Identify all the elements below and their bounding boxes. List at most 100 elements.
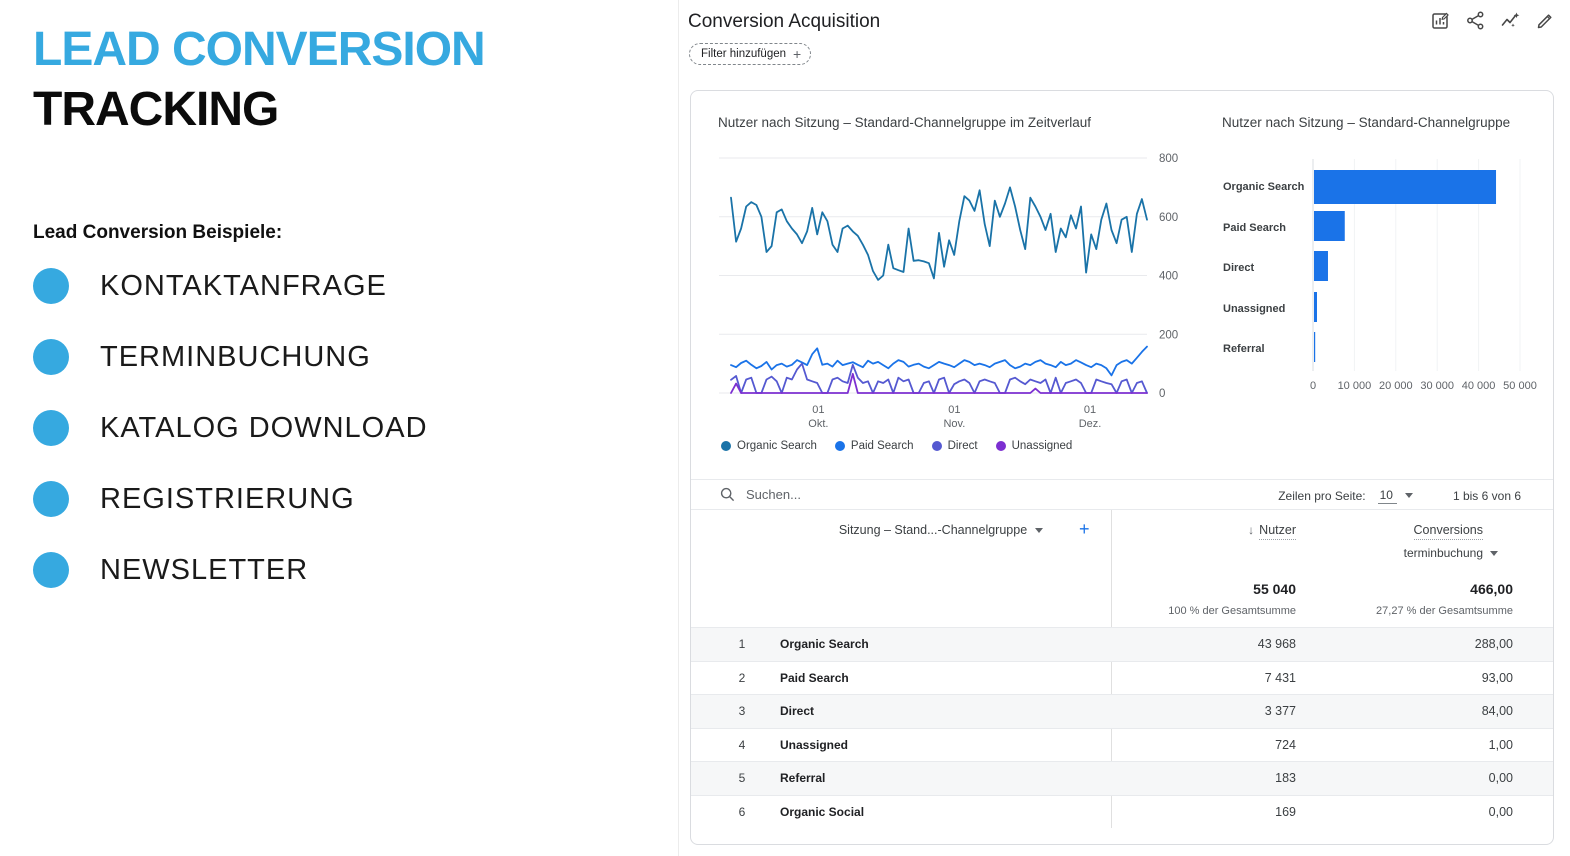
svg-text:Referral: Referral — [1223, 343, 1265, 355]
rows-per-page-select[interactable]: 10 — [1377, 488, 1397, 504]
svg-text:400: 400 — [1159, 271, 1178, 283]
legend-dot-icon — [834, 441, 845, 451]
table-row[interactable]: 1 Organic Search 43 968 288,00 — [691, 627, 1553, 661]
conversions-column-header[interactable]: Conversions — [1413, 523, 1483, 540]
svg-text:Paid Search: Paid Search — [1223, 222, 1286, 234]
row-channel: Organic Social — [780, 804, 865, 819]
list-item: REGISTRIERUNG — [33, 481, 428, 517]
svg-text:Unassigned: Unassigned — [1223, 303, 1285, 315]
svg-text:200: 200 — [1159, 329, 1178, 341]
table-row[interactable]: 4 Unassigned 724 1,00 — [691, 727, 1553, 762]
add-filter-label: Filter hinzufügen — [701, 48, 787, 60]
table-row[interactable]: 5 Referral 183 0,00 — [691, 761, 1553, 795]
svg-text:40 000: 40 000 — [1462, 380, 1496, 392]
row-nutzer: 183 — [1275, 771, 1296, 785]
svg-text:50 000: 50 000 — [1503, 380, 1537, 392]
row-nutzer: 724 — [1275, 737, 1296, 752]
share-icon[interactable] — [1465, 10, 1486, 31]
conversions-total-pct: 27,27 % der Gesamtsumme — [1376, 605, 1513, 617]
chevron-down-icon — [1035, 527, 1044, 533]
svg-text:0: 0 — [1159, 388, 1165, 400]
svg-text:800: 800 — [1159, 153, 1178, 165]
bar-chart[interactable]: 0 10 000 20 000 30 000 40 000 50 000 Organic S… — [1211, 131, 1554, 401]
svg-text:01: 01 — [1084, 404, 1096, 416]
rows-per-page-label: Zeilen pro Seite: — [1278, 488, 1366, 503]
legend-label: Direct — [947, 440, 978, 452]
bullet-dot-icon — [33, 268, 69, 304]
nutzer-column-header[interactable]: ↓ Nutzer — [1248, 523, 1296, 540]
chevron-down-icon[interactable] — [1404, 493, 1413, 498]
svg-text:10 000: 10 000 — [1338, 380, 1372, 392]
page-title-line1: LEAD CONVERSION — [33, 23, 486, 76]
list-item: KONTAKTANFRAGE — [33, 268, 428, 304]
svg-text:01: 01 — [948, 404, 960, 416]
list-item: TERMINBUCHUNG — [33, 339, 428, 375]
add-filter-chip[interactable]: Filter hinzufügen + — [689, 43, 812, 65]
bullet-dot-icon — [33, 410, 69, 446]
svg-text:Okt.: Okt. — [808, 418, 828, 430]
dimension-header[interactable]: Sitzung – Stand...-Channelgruppe — [791, 523, 1091, 537]
row-channel: Organic Search — [780, 637, 869, 651]
list-item: NEWSLETTER — [33, 552, 428, 588]
line-chart-title: Nutzer nach Sitzung – Standard-Channelgr… — [718, 115, 1091, 130]
ga4-report-panel: Conversion Acquisition Filter hinzufügen — [679, 0, 1570, 856]
svg-text:Direct: Direct — [1223, 262, 1255, 274]
bar-referral — [1314, 332, 1316, 362]
legend-item[interactable]: Unassigned — [995, 440, 1073, 452]
pagination-range: 1 bis 6 von 6 — [1452, 488, 1521, 503]
svg-text:600: 600 — [1159, 212, 1178, 224]
legend-dot-icon — [995, 441, 1006, 451]
svg-text:Dez.: Dez. — [1079, 418, 1102, 430]
edit-icon[interactable] — [1535, 10, 1556, 31]
pagination-controls: Zeilen pro Seite: 10 1 bis 6 von 6 — [1278, 480, 1521, 511]
sort-descending-icon: ↓ — [1248, 523, 1255, 537]
legend-item[interactable]: Organic Search — [721, 440, 817, 452]
table-row[interactable]: 2 Paid Search 7 431 93,00 — [691, 660, 1553, 695]
list-item: KATALOG DOWNLOAD — [33, 410, 428, 446]
search-icon — [720, 487, 735, 502]
report-chart-icon[interactable] — [1430, 10, 1451, 31]
row-index: 2 — [738, 670, 746, 685]
list-item-label: NEWSLETTER — [100, 553, 309, 586]
examples-subtitle: Lead Conversion Beispiele: — [33, 222, 283, 243]
insights-icon[interactable] — [1500, 10, 1521, 31]
row-conversions: 84,00 — [1481, 704, 1513, 718]
bullet-dot-icon — [33, 481, 69, 517]
row-channel: Paid Search — [780, 670, 849, 685]
chevron-down-icon — [1490, 550, 1498, 556]
legend-label: Unassigned — [1011, 440, 1073, 452]
table-search-row: Zeilen pro Seite: 10 1 bis 6 von 6 — [691, 479, 1553, 510]
legend-item[interactable]: Direct — [931, 440, 978, 452]
row-nutzer: 3 377 — [1264, 704, 1296, 718]
row-index: 6 — [738, 804, 746, 819]
search-input[interactable] — [746, 487, 946, 502]
legend-dot-icon — [721, 441, 731, 451]
report-toolbar — [1430, 10, 1556, 31]
nutzer-total-pct: 100 % der Gesamtsumme — [1168, 605, 1296, 617]
table-row[interactable]: 3 Direct 3 377 84,00 — [691, 694, 1553, 728]
add-dimension-button[interactable]: + — [1079, 519, 1090, 539]
bullet-dot-icon — [33, 552, 69, 588]
row-conversions: 1,00 — [1488, 737, 1513, 752]
page-title: LEAD CONVERSION TRACKING — [33, 20, 486, 140]
table-row[interactable]: 6 Organic Social 169 0,00 — [691, 794, 1553, 829]
bar-unassigned — [1314, 292, 1317, 322]
line-chart[interactable]: 800 600 400 200 0 01 Okt. 01 Nov. 01 Dez. — [701, 151, 1196, 436]
conversion-event-select[interactable]: terminbuchung — [1404, 546, 1498, 560]
row-index: 4 — [738, 737, 746, 752]
row-conversions: 93,00 — [1481, 670, 1513, 685]
legend-label: Organic Search — [737, 440, 817, 452]
bullet-dot-icon — [33, 339, 69, 375]
vertical-divider — [678, 0, 679, 856]
plus-icon: + — [793, 46, 802, 62]
conversion-event-label: terminbuchung — [1403, 546, 1483, 560]
legend-item[interactable]: Paid Search — [834, 440, 914, 452]
report-title: Conversion Acquisition — [688, 11, 881, 32]
conversions-total: 466,00 — [1470, 581, 1513, 597]
svg-text:30 000: 30 000 — [1420, 380, 1454, 392]
row-conversions: 288,00 — [1474, 637, 1513, 651]
list-item-label: KATALOG DOWNLOAD — [100, 411, 428, 444]
nutzer-total: 55 040 — [1253, 581, 1296, 597]
svg-text:Nov.: Nov. — [943, 418, 965, 430]
row-index: 1 — [738, 637, 746, 651]
